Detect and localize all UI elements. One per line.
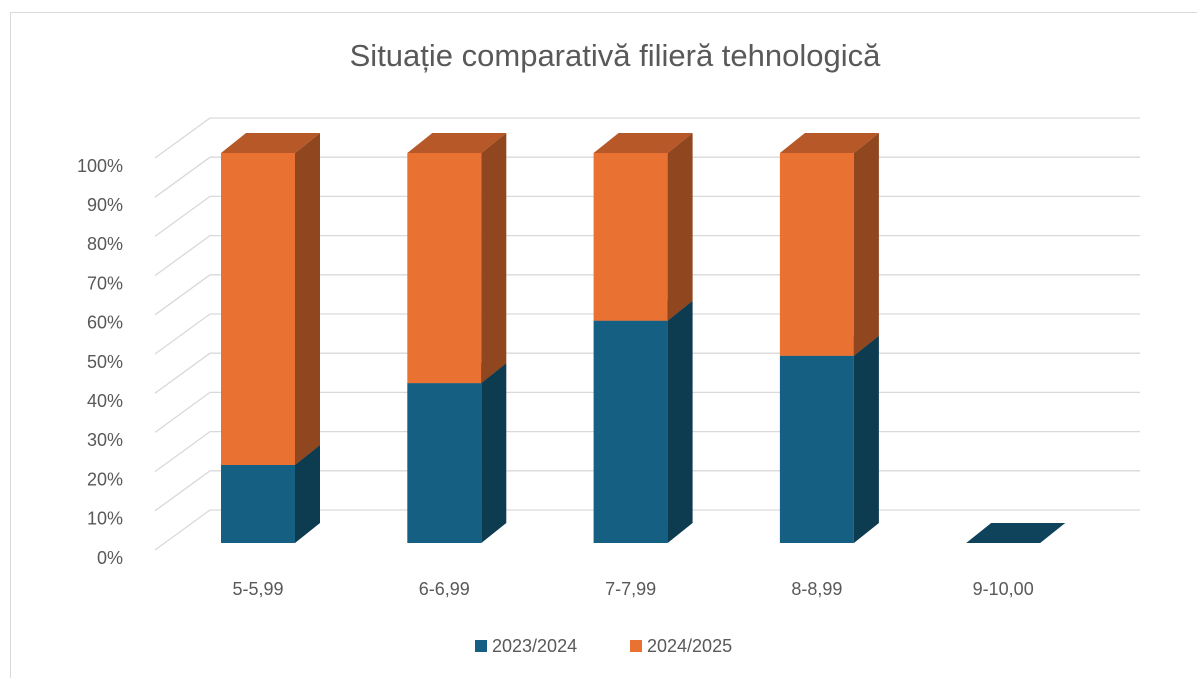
bar-top (221, 133, 320, 153)
chart-title: Situație comparativă filieră tehnologică (350, 38, 881, 73)
grid-line (154, 195, 211, 237)
y-tick-label: 10% (87, 509, 123, 529)
y-tick-label: 20% (87, 469, 123, 489)
bar-front (221, 465, 295, 543)
legend-label: 2023/2024 (492, 636, 577, 656)
grid-line (154, 156, 211, 198)
y-tick-label: 60% (87, 313, 123, 333)
grid-line (154, 313, 211, 355)
bar-front (407, 383, 482, 543)
y-tick-label: 100% (77, 156, 123, 176)
y-tick-label: 80% (87, 234, 123, 254)
x-tick-label: 9-10,00 (973, 579, 1034, 599)
grid-line (154, 391, 211, 433)
bar-front (779, 153, 854, 356)
bar-side (481, 363, 507, 543)
bar-front (221, 153, 295, 465)
bar-side (853, 335, 879, 543)
grid-line (154, 509, 211, 551)
legend-swatch (475, 640, 487, 652)
bar-front (779, 355, 854, 543)
legend-label: 2024/2025 (647, 636, 732, 656)
bar-side (295, 445, 320, 543)
y-tick-label: 90% (87, 195, 123, 215)
grid-line (154, 235, 211, 277)
y-tick-label: 70% (87, 273, 123, 293)
bar-top (407, 133, 507, 153)
grid-line (154, 117, 211, 159)
grid-line (154, 274, 211, 316)
y-tick-label: 50% (87, 352, 123, 372)
bar-side (481, 133, 507, 384)
bar-side (295, 133, 320, 465)
bar-front (593, 320, 668, 543)
legend-swatch (630, 640, 642, 652)
grid-line (154, 431, 211, 473)
x-tick-label: 8-8,99 (791, 579, 842, 599)
bar-top (779, 133, 879, 153)
bar-top (593, 133, 693, 153)
bar-front (407, 153, 482, 384)
y-tick-label: 0% (97, 548, 123, 568)
grid-line (154, 470, 211, 512)
grid-line (154, 352, 211, 394)
bar-side (667, 133, 693, 321)
bar-front (593, 153, 668, 321)
bar-top (966, 523, 1066, 543)
y-tick-label: 30% (87, 430, 123, 450)
x-tick-label: 7-7,99 (605, 579, 656, 599)
bar-side (667, 300, 693, 543)
y-tick-label: 40% (87, 391, 123, 411)
x-tick-label: 5-5,99 (232, 579, 283, 599)
x-tick-label: 6-6,99 (419, 579, 470, 599)
bar-side (853, 133, 879, 356)
